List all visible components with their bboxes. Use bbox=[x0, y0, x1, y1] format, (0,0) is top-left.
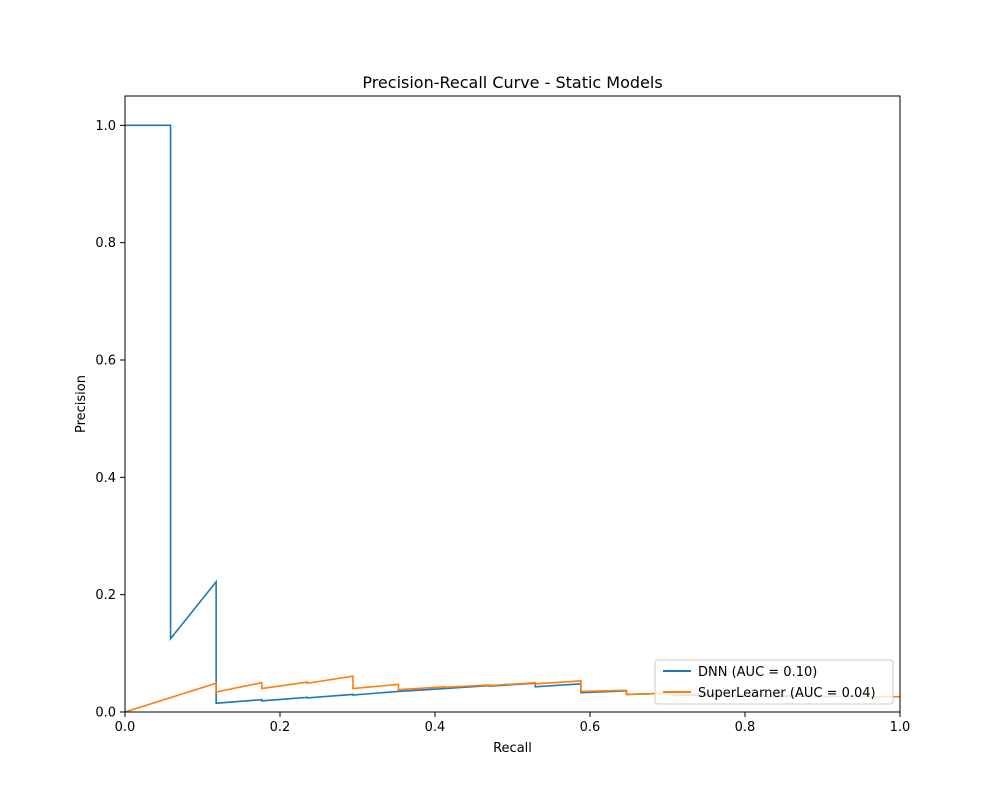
y-tick-label: 0.4 bbox=[95, 471, 116, 486]
x-tick-label: 0.4 bbox=[425, 720, 446, 735]
y-tick-label: 0.0 bbox=[95, 706, 116, 721]
y-tick-label: 0.6 bbox=[95, 354, 116, 369]
legend-box bbox=[654, 659, 894, 705]
x-tick-label: 0.0 bbox=[115, 720, 136, 735]
y-axis-ticks: 0.0 0.2 0.4 0.6 0.8 1.0 bbox=[95, 119, 125, 721]
y-tick-label: 0.2 bbox=[95, 588, 116, 603]
y-tick-label: 1.0 bbox=[95, 119, 116, 134]
x-tick-label: 0.2 bbox=[270, 720, 291, 735]
x-tick-label: 0.8 bbox=[735, 720, 756, 735]
legend-label-dnn: DNN (AUC = 0.10) bbox=[698, 665, 817, 680]
y-tick-label: 0.8 bbox=[95, 236, 116, 251]
x-tick-label: 1.0 bbox=[890, 720, 911, 735]
y-axis-label: Precision bbox=[74, 375, 89, 433]
legend: DNN (AUC = 0.10) SuperLearner (AUC = 0.0… bbox=[654, 659, 894, 705]
chart-title: Precision-Recall Curve - Static Models bbox=[362, 73, 662, 92]
legend-label-superlearner: SuperLearner (AUC = 0.04) bbox=[698, 686, 876, 701]
x-axis-label: Recall bbox=[493, 741, 532, 756]
x-axis-ticks: 0.0 0.2 0.4 0.6 0.8 1.0 bbox=[115, 712, 911, 735]
plot-frame bbox=[124, 95, 901, 713]
x-tick-label: 0.6 bbox=[580, 720, 601, 735]
